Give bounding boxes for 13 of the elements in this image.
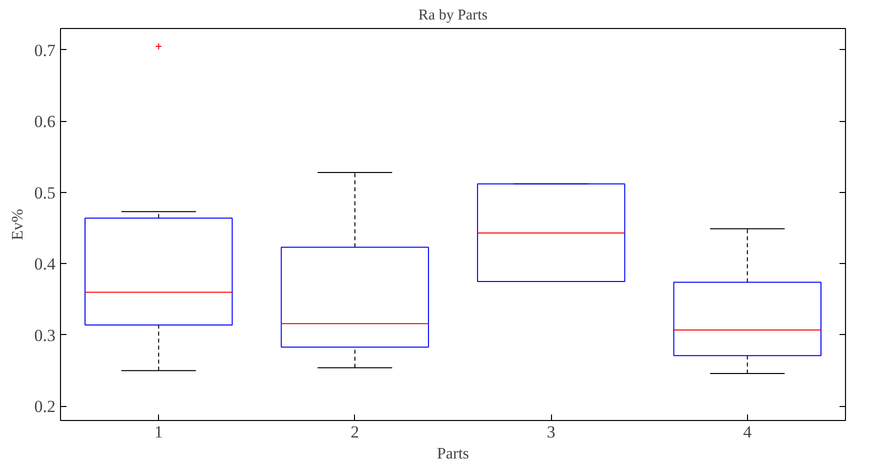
x-tick-label: 4 <box>743 422 752 442</box>
y-axis-title: Ev% <box>9 208 26 240</box>
x-tick-label: 2 <box>350 422 360 442</box>
y-tick-label: 0.5 <box>34 183 56 202</box>
y-tick-label: 0.4 <box>34 254 56 274</box>
x-tick-label: 3 <box>546 422 556 442</box>
x-axis-title: Parts <box>437 446 469 462</box>
y-tick-label: 0.3 <box>34 326 56 345</box>
y-tick-label: 0.7 <box>34 40 56 60</box>
chart-title: Ra by Parts <box>418 8 488 24</box>
y-tick-label: 0.6 <box>34 112 56 132</box>
y-tick-label: 0.2 <box>34 397 56 416</box>
x-tick-label: 1 <box>154 422 163 442</box>
